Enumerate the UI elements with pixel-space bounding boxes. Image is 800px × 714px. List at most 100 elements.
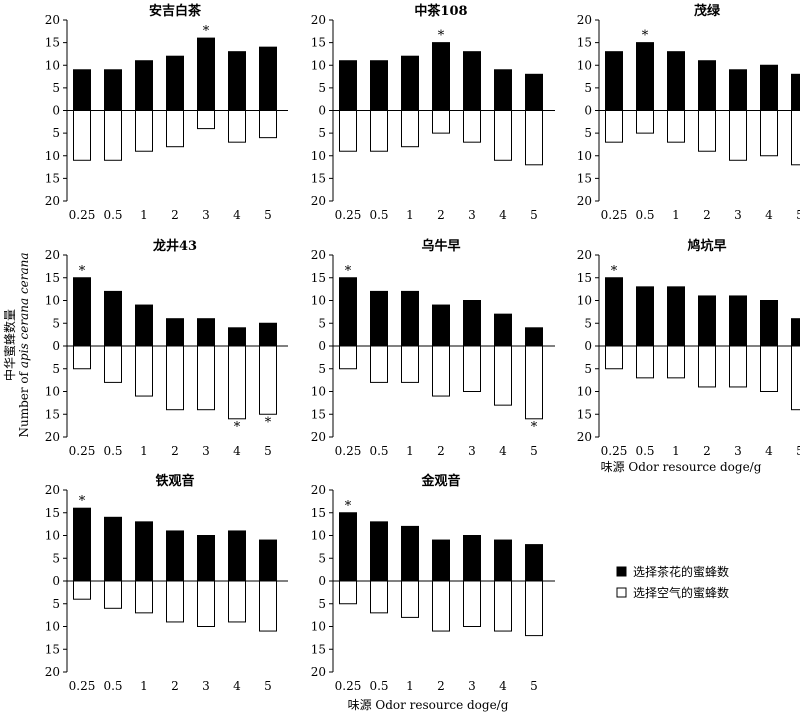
x-tick-label: 0.25 <box>335 208 362 222</box>
bar-air <box>463 345 481 392</box>
x-tick-label: 0.25 <box>601 208 628 222</box>
bar-air <box>463 110 481 143</box>
bar-flower <box>370 290 388 347</box>
y-tick-label: 0 <box>584 339 592 353</box>
x-tick-label: 3 <box>202 208 210 222</box>
bar-flower <box>463 535 481 582</box>
x-tick-label: 4 <box>499 444 507 458</box>
bar-flower <box>463 300 481 347</box>
y-tick-label: 15 <box>45 271 60 285</box>
bar-air <box>698 110 716 152</box>
x-tick-label: 4 <box>233 679 241 693</box>
panel-2: 中茶108 20 15 10 5 0 5 10 15 20 0.25 0.5 1 2 * 3 4 5 <box>311 3 555 222</box>
significance-star: * <box>531 420 538 435</box>
y-axis-title-en: Number of apis cerana cerana <box>17 252 31 437</box>
y-tick-label: 5 <box>52 551 60 565</box>
y-tick-label: 10 <box>45 58 60 72</box>
x-tick-label: 5 <box>796 208 800 222</box>
bar-air <box>104 110 122 161</box>
bar-air <box>197 345 215 411</box>
y-tick-label: 15 <box>45 642 60 656</box>
x-tick-label: 5 <box>530 444 538 458</box>
y-tick-label: 15 <box>311 171 326 185</box>
significance-star: * <box>642 29 649 44</box>
x-tick-label: 3 <box>202 444 210 458</box>
x-axis-title-right: 味源 Odor resource doge/g <box>601 460 762 474</box>
bar-flower <box>525 327 543 347</box>
x-tick-label: 1 <box>140 208 148 222</box>
y-tick-label: 20 <box>45 430 60 444</box>
x-tick-label: 0.5 <box>635 444 654 458</box>
bar-air <box>73 345 91 370</box>
bar-flower <box>197 318 215 347</box>
y-tick-label: 15 <box>45 36 60 50</box>
bar-flower <box>166 55 184 111</box>
x-tick-label: 1 <box>406 208 414 222</box>
bar-flower <box>432 539 450 582</box>
x-tick-label: 4 <box>499 208 507 222</box>
y-tick-label: 20 <box>577 430 592 444</box>
x-tick-label: 1 <box>140 444 148 458</box>
bar-flower <box>401 525 419 582</box>
bar-air <box>339 580 357 605</box>
x-tick-label: 2 <box>703 208 711 222</box>
bar-flower <box>636 286 654 347</box>
legend-swatch-air <box>616 587 627 598</box>
y-tick-label: 5 <box>318 316 326 330</box>
panel-title: 龙井43 <box>153 238 197 254</box>
bar-air <box>135 345 153 397</box>
y-tick-label: 10 <box>577 294 592 308</box>
panel-8: 金观音 20 15 10 5 0 5 10 15 20 0.25 * 0.5 1 2 3 4 5 <box>311 473 555 693</box>
y-tick-label: 10 <box>577 58 592 72</box>
bar-air <box>667 110 685 143</box>
y-tick-label: 20 <box>311 665 326 679</box>
significance-star: * <box>345 499 352 514</box>
bar-air <box>636 110 654 134</box>
bar-flower <box>494 539 512 582</box>
bar-air <box>667 345 685 379</box>
y-tick-label: 15 <box>577 271 592 285</box>
y-axis-title-en-prefix: Number of <box>17 368 31 437</box>
bar-air <box>432 345 450 397</box>
y-tick-label: 20 <box>311 430 326 444</box>
bar-flower <box>432 304 450 347</box>
panel-3: 茂绿 20 15 10 5 0 5 10 15 20 0.25 0.5 * 1 2 3 4 5 <box>577 3 800 222</box>
bar-air <box>197 110 215 130</box>
y-tick-label: 20 <box>311 248 326 262</box>
bar-air <box>259 110 277 139</box>
bar-flower <box>760 64 778 111</box>
x-tick-label: 0.25 <box>335 444 362 458</box>
bar-flower <box>73 507 91 582</box>
bar-flower <box>791 318 800 347</box>
y-tick-label: 5 <box>584 362 592 376</box>
bar-air <box>791 345 800 411</box>
bar-flower <box>259 46 277 111</box>
bar-air <box>104 580 122 609</box>
bar-air <box>525 110 543 166</box>
y-tick-label: 10 <box>311 620 326 634</box>
bar-air <box>760 345 778 392</box>
y-tick-label: 20 <box>45 194 60 208</box>
bar-air <box>401 580 419 618</box>
y-tick-label: 20 <box>577 194 592 208</box>
bar-air <box>432 110 450 134</box>
panel-title: 鸠坑早 <box>687 238 726 254</box>
y-tick-label: 10 <box>45 529 60 543</box>
x-tick-label: 4 <box>499 679 507 693</box>
bar-flower <box>401 55 419 111</box>
y-tick-label: 5 <box>318 597 326 611</box>
x-tick-label: 3 <box>734 444 742 458</box>
y-tick-label: 20 <box>45 483 60 497</box>
y-tick-label: 5 <box>52 126 60 140</box>
y-tick-label: 0 <box>52 574 60 588</box>
bar-air <box>698 345 716 388</box>
y-tick-label: 15 <box>577 407 592 421</box>
x-tick-label: 3 <box>734 208 742 222</box>
x-tick-label: 0.5 <box>635 208 654 222</box>
bar-flower <box>228 530 246 582</box>
bar-air <box>760 110 778 157</box>
y-tick-label: 15 <box>577 36 592 50</box>
panel-title: 中茶108 <box>414 3 467 19</box>
x-tick-label: 5 <box>264 679 272 693</box>
bar-flower <box>667 286 685 347</box>
